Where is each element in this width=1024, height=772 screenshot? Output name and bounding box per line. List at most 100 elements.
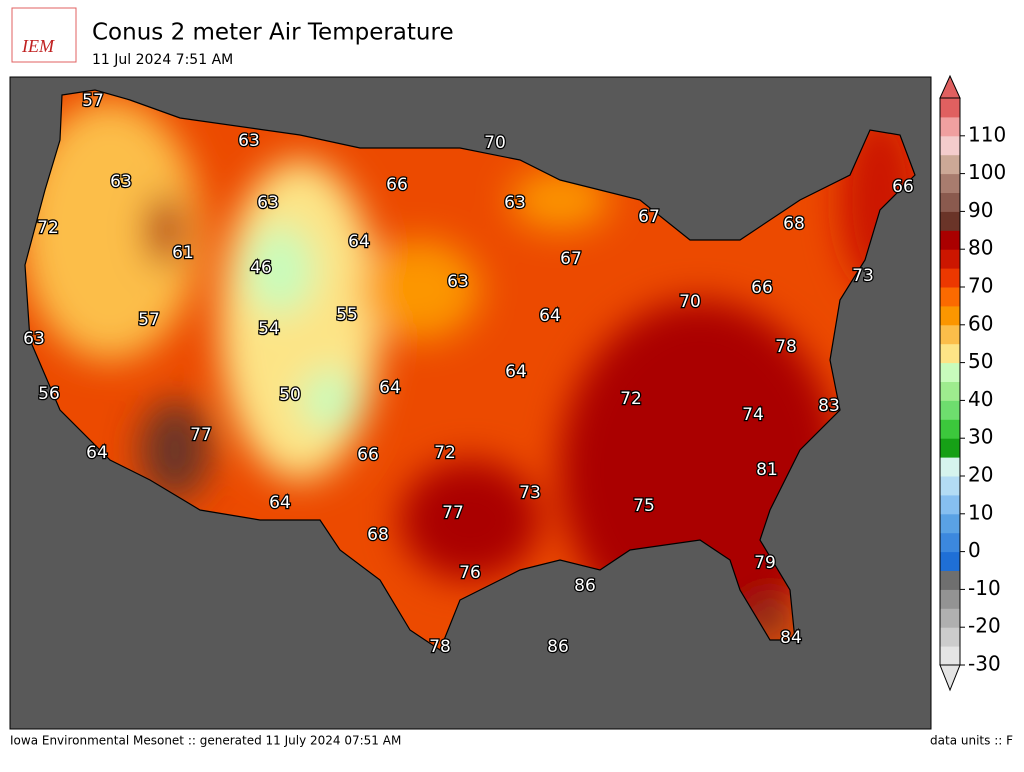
footer-left: Iowa Environmental Mesonet :: generated …	[10, 734, 401, 748]
colorbar-bin	[940, 494, 960, 515]
colorbar-bin	[940, 589, 960, 609]
map-labels: 57 63 70 66 63 63 63 66 72 61 46 64 67 68 67 63 73 57 54 55…	[22, 90, 915, 659]
temperature-label: 61	[172, 243, 194, 263]
colorbar-tick-label: 40	[968, 387, 993, 411]
temperature-label: 70	[484, 133, 506, 153]
temperature-label: 66	[892, 177, 914, 197]
temperature-label: 83	[818, 396, 840, 416]
colorbar-tick-label: 90	[968, 198, 993, 222]
colorbar-bin	[940, 608, 960, 628]
temperature-label: 67	[560, 249, 582, 269]
temperature-label: 64	[348, 232, 370, 252]
temperature-label: 64	[539, 306, 561, 326]
colorbar-tick-label: 0	[968, 538, 981, 562]
temperature-label: 72	[434, 443, 456, 463]
footer-right: data units :: F	[930, 734, 1013, 748]
colorbar-bin	[940, 551, 960, 571]
colorbar-extend-bottom	[939, 664, 961, 692]
colorbar-bin	[940, 343, 960, 364]
temperature-label: 46	[250, 258, 272, 278]
logo-text: IEM	[21, 36, 55, 56]
temperature-label: 66	[386, 175, 408, 195]
temperature-label: 73	[852, 266, 874, 286]
temperature-label: 64	[86, 443, 108, 463]
country-outline	[24, 89, 916, 651]
temperature-label: 55	[336, 305, 358, 325]
temperature-label: 56	[38, 384, 60, 404]
temperature-label: 78	[775, 337, 797, 357]
colorbar-bin	[940, 400, 960, 420]
temperature-label: 86	[547, 637, 569, 657]
colorbar-bin	[940, 268, 960, 288]
colorbar-tick-label: 70	[968, 274, 993, 298]
colorbar-bin	[940, 532, 960, 553]
temperature-label: 63	[447, 272, 469, 292]
temperature-label: 57	[82, 91, 104, 111]
colorbar-bin	[940, 98, 960, 118]
colorbar-bin	[940, 211, 960, 231]
colorbar-tick-label: 30	[968, 425, 993, 449]
colorbar-bin	[940, 627, 960, 647]
temperature-label: 77	[190, 425, 212, 445]
colorbar-bin	[940, 154, 960, 175]
colorbar-bin	[940, 476, 960, 496]
colorbar-tick-label: 10	[968, 500, 993, 524]
temperature-label: 63	[23, 329, 45, 349]
colorbar-tick-label: -30	[968, 652, 1001, 676]
temperature-label: 77	[442, 503, 464, 523]
temperature-label: 66	[751, 278, 773, 298]
colorbar-bin	[940, 457, 960, 477]
colorbar-bin	[940, 513, 960, 534]
temperature-label: 72	[620, 389, 642, 409]
temperature-label: 50	[279, 385, 301, 405]
colorbar-bin	[940, 324, 960, 345]
colorbar-extend-top	[939, 74, 961, 99]
colorbar-bin	[940, 192, 960, 212]
temperature-label: 78	[429, 637, 451, 657]
logo: IEM	[11, 7, 77, 63]
temperature-label: 63	[238, 131, 260, 151]
colorbar-tick-label: 60	[968, 311, 993, 335]
temperature-label: 63	[110, 172, 132, 192]
temperature-label: 72	[37, 218, 59, 238]
temperature-label: 64	[269, 493, 291, 513]
temperature-label: 79	[754, 553, 776, 573]
temperature-label: 74	[742, 405, 764, 425]
temperature-label: 70	[679, 292, 701, 312]
temperature-label: 63	[257, 193, 279, 213]
temperature-label: 54	[258, 319, 280, 339]
colorbar-bin	[940, 570, 960, 590]
colorbar-tick-label: -10	[968, 576, 1001, 600]
colorbar-tick-label: 110	[968, 122, 1006, 146]
temperature-label: 86	[574, 576, 596, 596]
colorbar-tick-label: 100	[968, 160, 1006, 184]
colorbar-bin	[940, 305, 960, 326]
temperature-label: 76	[459, 563, 481, 583]
colorbar-bin	[940, 419, 960, 439]
colorbar-border	[939, 97, 961, 666]
colorbar-tick-label: 80	[968, 236, 993, 260]
colorbar-bin	[940, 116, 960, 137]
temperature-label: 63	[504, 193, 526, 213]
title: Conus 2 meter Air Temperature	[92, 20, 454, 46]
subtitle: 11 Jul 2024 7:51 AM	[92, 52, 233, 68]
colorbar-bin	[940, 249, 960, 269]
temperature-label: 68	[783, 214, 805, 234]
temperature-label: 64	[505, 362, 527, 382]
temperature-label: 75	[633, 496, 655, 516]
colorbar: -30 -20 -10 0 10 20 30 40 50 60 70 80 90 100 110	[939, 74, 1006, 692]
colorbar-bin	[940, 173, 960, 193]
colorbar-tick-label: 50	[968, 349, 993, 373]
colorbar-bin	[940, 287, 960, 307]
temperature-label: 64	[379, 378, 401, 398]
temperature-label: 66	[357, 445, 379, 465]
colorbar-bin	[940, 381, 960, 401]
temperature-label: 81	[756, 460, 778, 480]
colorbar-bin	[940, 135, 960, 156]
colorbar-bin	[940, 362, 960, 382]
colorbar-bin	[940, 230, 960, 250]
temperature-label: 67	[638, 207, 660, 227]
temperature-label: 73	[519, 483, 541, 503]
temperature-label: 68	[367, 525, 389, 545]
